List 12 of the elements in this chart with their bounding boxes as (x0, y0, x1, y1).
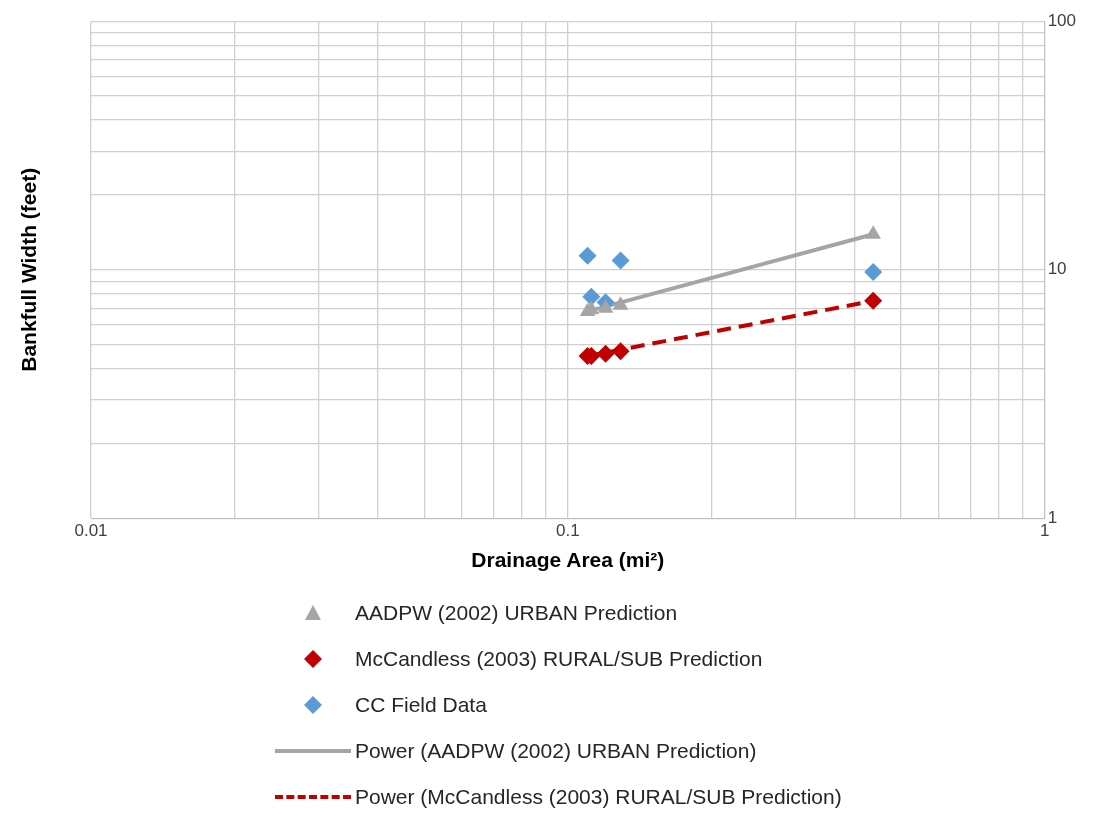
legend-label: McCandless (2003) RURAL/SUB Prediction (355, 647, 763, 671)
x-tick-label: 0.1 (556, 521, 580, 541)
y-tick-label: 1 (1047, 508, 1058, 528)
x-tick-label: 0.01 (74, 521, 108, 541)
y-tick-label: 100 (1047, 10, 1077, 30)
x-axis-title: Drainage Area (mi²) (471, 548, 665, 572)
legend-label: Power (AADPW (2002) URBAN Prediction) (355, 739, 757, 763)
legend-label: CC Field Data (355, 693, 487, 717)
y-axis-title: Bankfull Width (feet) (16, 167, 40, 372)
legend-label: AADPW (2002) URBAN Prediction (355, 601, 678, 625)
legend-label: Power (McCandless (2003) RURAL/SUB Prediction) (355, 785, 842, 809)
y-tick-label: 10 (1047, 259, 1067, 279)
